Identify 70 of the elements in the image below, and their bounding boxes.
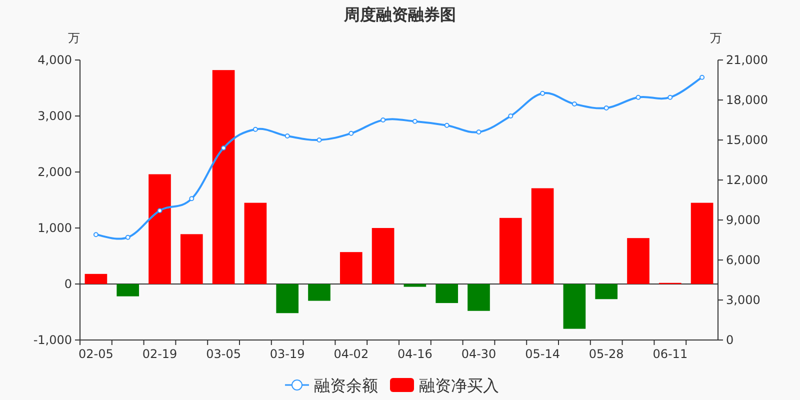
point [604,106,609,110]
x-tick-label: 02-05 [78,347,114,361]
y-tick-label: 1,000 [38,221,72,235]
bar [244,202,267,284]
point [125,234,130,240]
point [348,130,354,136]
bar [148,174,171,284]
bar [690,202,714,284]
point [508,114,514,118]
y2-axis-title: 万 [710,31,722,45]
bar [595,284,618,300]
bar [499,218,522,284]
point [444,122,450,128]
legend-label: 融资余额 [314,376,378,395]
point [700,74,705,80]
x-tick-label: 04-02 [334,347,369,361]
point [540,90,546,96]
y-tick-label: 0 [64,277,72,291]
y-tick-label: 4,000 [38,53,72,67]
y2-tick-label: 9,000 [726,213,760,227]
point [412,118,418,124]
y2-tick-label: 12,000 [726,173,768,187]
bar [404,284,426,287]
x-tick-label: 06-11 [652,347,688,361]
bar [276,284,299,314]
x-tick-label: 05-14 [525,347,560,361]
legend-融资净买入: 融资净买入 [390,376,499,395]
bar [468,284,490,311]
x-tick-label: 04-16 [398,347,432,361]
point [476,130,482,134]
y2-tick-label: 18,000 [726,93,768,107]
chart-title: 周度融资融券图 [343,5,456,24]
y-tick-label: 3,000 [38,109,72,123]
point [668,94,673,100]
y-tick-label: 2,000 [38,165,72,179]
y-tick-label: -1,000 [33,333,72,347]
point [157,208,162,214]
point [221,146,226,150]
y2-tick-label: 6,000 [726,253,760,267]
bar [372,228,394,284]
legend-label: 融资净买入 [419,376,499,395]
bar [180,234,203,284]
y2-tick-label: 21,000 [726,53,768,67]
bar [212,70,235,284]
point [284,134,290,138]
bar [340,252,362,284]
x-tick-label: 03-05 [206,347,241,361]
y-axis-title: 万 [68,31,80,45]
point [93,232,98,238]
bar [84,274,108,284]
bar [116,284,140,296]
x-tick-label: 03-19 [270,347,305,361]
bar [531,188,554,284]
point [252,126,258,132]
point [189,196,194,202]
x-tick-label: 04-30 [461,347,496,361]
legend-融资余额: 融资余额 [285,376,378,395]
point [316,138,322,142]
bar [563,284,586,329]
bar [308,284,330,301]
y2-tick-label: 0 [726,333,734,347]
y2-tick-label: 15,000 [726,133,768,147]
x-tick-label: 05-28 [588,347,624,361]
point [636,94,641,100]
bar [436,284,458,304]
point [380,118,386,122]
y2-tick-label: 3,000 [726,293,760,307]
x-tick-label: 02-19 [142,347,178,361]
bar [627,238,650,284]
point [572,102,577,106]
